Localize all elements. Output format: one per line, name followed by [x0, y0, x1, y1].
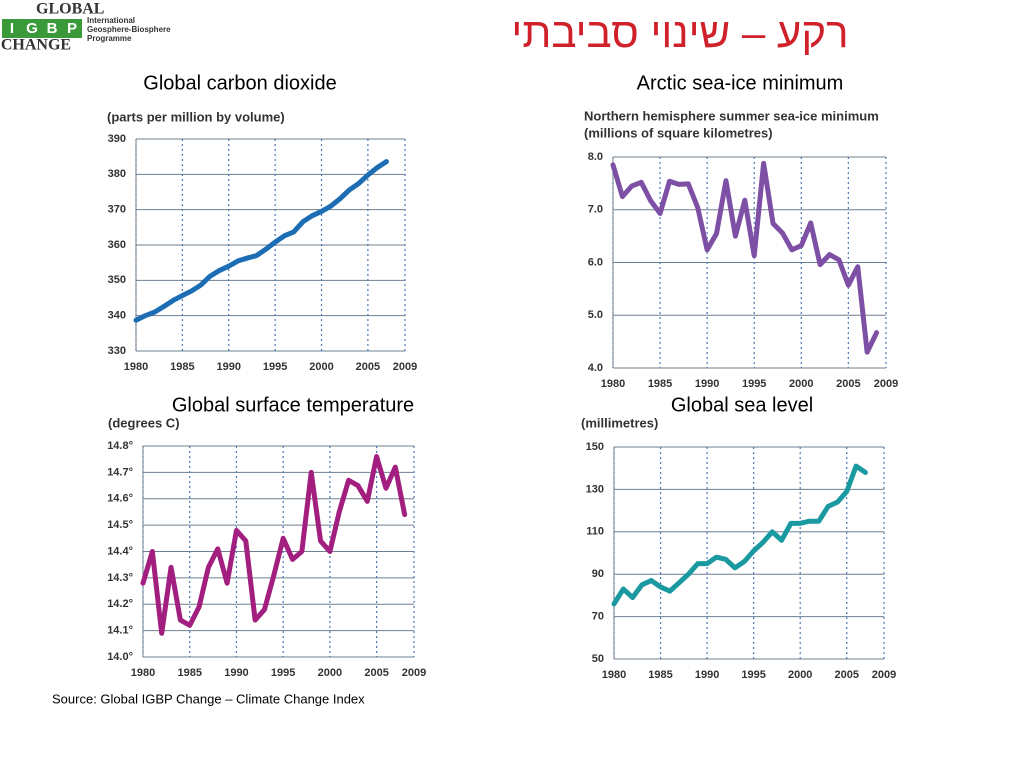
x-tick-label: 2005	[836, 378, 860, 390]
x-tick-label: 2000	[788, 669, 812, 681]
x-tick-label: 2005	[356, 361, 380, 373]
axis-unit: (millimetres)	[581, 415, 658, 430]
chart-title: Arctic sea-ice minimum	[637, 72, 844, 94]
logo-org: Programme	[87, 34, 132, 43]
x-tick-label: 1985	[177, 667, 201, 679]
y-tick-label: 14.7°	[107, 466, 133, 478]
x-tick-label: 2000	[789, 378, 813, 390]
y-tick-label: 110	[586, 526, 604, 538]
y-tick-label: 370	[108, 204, 126, 216]
y-tick-label: 150	[586, 441, 604, 453]
y-tick-label: 4.0	[588, 362, 603, 374]
logo-letter: B	[47, 20, 58, 37]
logo-bottom: CHANGE	[1, 37, 71, 54]
source: Source: Global IGBP Change – Climate Cha…	[52, 691, 365, 706]
x-tick-label: 1995	[741, 669, 765, 681]
x-tick-label: 1985	[170, 361, 194, 373]
y-tick-label: 14.8°	[107, 440, 133, 452]
y-tick-label: 14.2°	[107, 598, 133, 610]
y-tick-label: 14.3°	[107, 572, 133, 584]
y-tick-label: 14.5°	[107, 519, 133, 531]
logo-top: GLOBAL	[36, 1, 104, 18]
x-tick-label: 1990	[695, 378, 719, 390]
x-tick-label: 2009	[393, 361, 417, 373]
y-tick-label: 14.6°	[107, 493, 133, 505]
logo-letter: P	[67, 20, 77, 37]
y-tick-label: 390	[108, 133, 126, 145]
data-line	[133, 159, 389, 323]
x-tick-label: 2000	[318, 667, 342, 679]
y-tick-label: 14.1°	[107, 625, 133, 637]
y-tick-label: 330	[108, 345, 126, 357]
logo-org: International	[87, 16, 135, 25]
slide-title: רקע – שינוי סביבתי	[511, 9, 848, 56]
x-tick-label: 1995	[263, 361, 287, 373]
x-tick-label: 2009	[402, 667, 426, 679]
chart-title: Global sea level	[671, 394, 813, 416]
x-tick-label: 1990	[224, 667, 248, 679]
y-tick-label: 50	[592, 653, 604, 665]
data-line	[140, 454, 408, 636]
logo-box	[2, 19, 82, 38]
x-tick-label: 2009	[872, 669, 896, 681]
x-tick-label: 1995	[742, 378, 766, 390]
axis-unit: (millions of square kilometres)	[584, 125, 773, 140]
logo-org: Geosphere-Biosphere	[87, 25, 171, 34]
y-tick-label: 14.0°	[107, 651, 133, 663]
x-tick-label: 2005	[364, 667, 388, 679]
logo-letter: I	[10, 20, 14, 37]
chart-title: Global surface temperature	[172, 394, 414, 416]
y-tick-label: 8.0	[588, 151, 603, 163]
x-tick-label: 2005	[835, 669, 859, 681]
x-tick-label: 1990	[695, 669, 719, 681]
chart-title: Global carbon dioxide	[143, 72, 336, 94]
x-tick-label: 1980	[602, 669, 626, 681]
x-tick-label: 1980	[131, 667, 155, 679]
y-tick-label: 130	[586, 483, 604, 495]
axis-unit: (degrees C)	[108, 415, 180, 430]
logo-letter: G	[26, 20, 38, 37]
y-tick-label: 340	[108, 310, 126, 322]
y-tick-label: 350	[108, 274, 126, 286]
x-tick-label: 2000	[309, 361, 333, 373]
y-tick-label: 7.0	[588, 204, 603, 216]
y-tick-label: 360	[108, 239, 126, 251]
x-tick-label: 1980	[601, 378, 625, 390]
data-line	[610, 160, 880, 355]
x-tick-label: 1980	[124, 361, 148, 373]
axis-unit: (parts per million by volume)	[107, 109, 285, 124]
x-tick-label: 1985	[648, 669, 672, 681]
x-tick-label: 2009	[874, 378, 898, 390]
y-tick-label: 5.0	[588, 309, 603, 321]
y-tick-label: 70	[592, 611, 604, 623]
y-tick-label: 6.0	[588, 256, 603, 268]
y-tick-label: 14.4°	[107, 545, 133, 557]
y-tick-label: 90	[592, 568, 604, 580]
axis-unit: Northern hemisphere summer sea-ice minim…	[584, 108, 879, 123]
x-tick-label: 1990	[217, 361, 241, 373]
x-tick-label: 1995	[271, 667, 295, 679]
data-line	[611, 463, 868, 607]
x-tick-label: 1985	[648, 378, 672, 390]
y-tick-label: 380	[108, 168, 126, 180]
